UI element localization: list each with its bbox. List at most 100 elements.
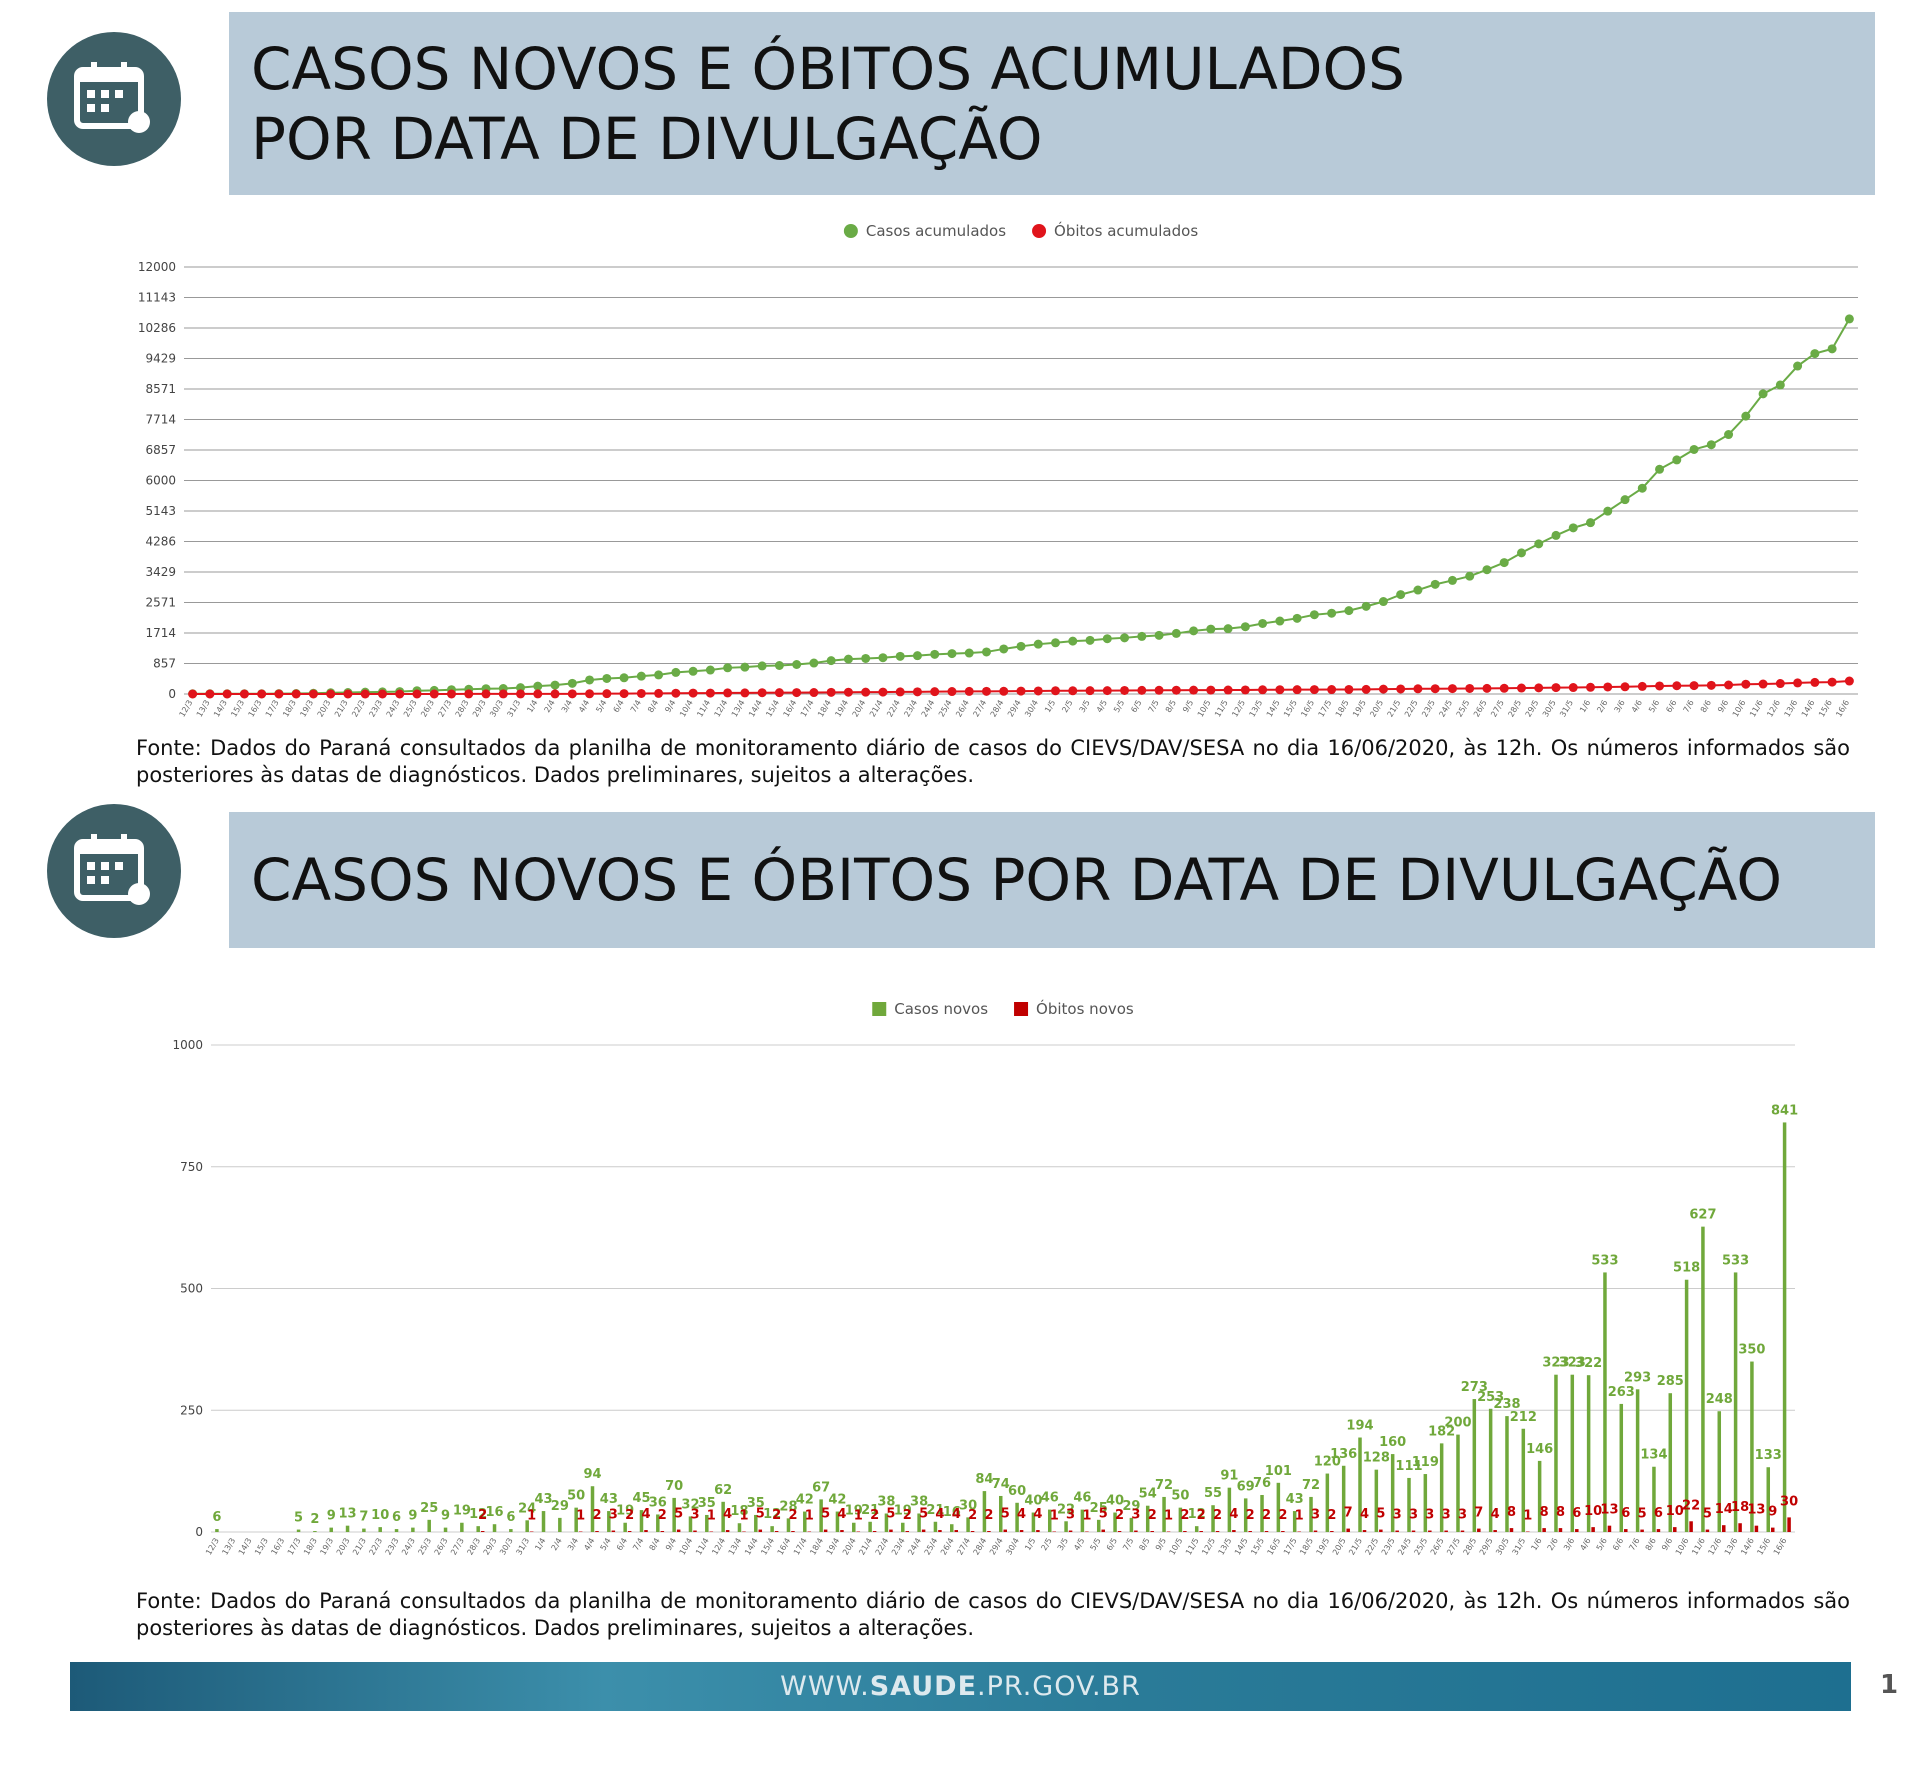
title-line: CASOS NOVOS E ÓBITOS ACUMULADOS bbox=[251, 34, 1405, 103]
bar bbox=[313, 1531, 317, 1532]
bar bbox=[1423, 1474, 1428, 1532]
x-tick-label: 25/5 bbox=[1455, 699, 1472, 719]
y-tick-label: 2571 bbox=[145, 596, 176, 610]
bar bbox=[296, 1529, 301, 1532]
point bbox=[1620, 495, 1630, 505]
value-label: 5 bbox=[1376, 1507, 1385, 1522]
x-tick-label: 9/6 bbox=[1660, 1537, 1674, 1553]
value-label: 4 bbox=[1033, 1507, 1042, 1522]
x-tick-label: 16/3 bbox=[269, 1537, 286, 1557]
value-label: 2 bbox=[1327, 1508, 1336, 1523]
point bbox=[1793, 678, 1803, 688]
x-tick-label: 5/4 bbox=[594, 699, 608, 715]
value-label: 4 bbox=[723, 1507, 732, 1522]
value-label: 273 bbox=[1461, 1380, 1488, 1395]
point bbox=[705, 688, 715, 698]
x-tick-label: 15/6 bbox=[1817, 699, 1834, 719]
x-tick-label: 13/3 bbox=[195, 699, 212, 719]
point bbox=[843, 654, 853, 664]
value-label: 28 bbox=[779, 1499, 797, 1514]
point bbox=[1102, 686, 1112, 696]
value-label: 5 bbox=[821, 1507, 830, 1522]
value-label: 42 bbox=[828, 1493, 846, 1508]
value-label: 2 bbox=[903, 1508, 912, 1523]
x-tick-label: 5/6 bbox=[1595, 1537, 1609, 1553]
point bbox=[671, 667, 681, 677]
bar bbox=[676, 1529, 681, 1532]
x-tick-label: 4/5 bbox=[1072, 1537, 1086, 1553]
x-tick-label: 23/4 bbox=[890, 1537, 907, 1557]
x-tick-label: 14/4 bbox=[747, 699, 764, 719]
bar bbox=[1390, 1454, 1395, 1532]
x-tick-label: 21/3 bbox=[351, 1537, 368, 1557]
value-label: 46 bbox=[1041, 1491, 1059, 1506]
x-tick-label: 3/6 bbox=[1562, 1537, 1576, 1553]
value-label: 2 bbox=[658, 1508, 667, 1523]
bar bbox=[905, 1531, 910, 1532]
bar bbox=[1733, 1272, 1738, 1532]
point bbox=[205, 689, 215, 699]
bar bbox=[1668, 1393, 1673, 1532]
bar bbox=[639, 1510, 644, 1532]
bar bbox=[541, 1511, 546, 1532]
y-tick-label: 9429 bbox=[145, 351, 176, 365]
point bbox=[1568, 683, 1578, 693]
x-tick-label: 19/3 bbox=[298, 699, 315, 719]
bar bbox=[1493, 1530, 1497, 1532]
footer-banner: WWW.SAUDE.PR.GOV.BR bbox=[70, 1662, 1851, 1711]
bar bbox=[1477, 1528, 1481, 1532]
value-label: 1 bbox=[1295, 1509, 1304, 1524]
value-label: 5 bbox=[886, 1507, 895, 1522]
x-tick-label: 13/5 bbox=[1217, 1537, 1234, 1557]
bar bbox=[819, 1499, 823, 1532]
point bbox=[567, 689, 577, 699]
x-tick-label: 11/4 bbox=[695, 699, 712, 719]
x-tick-label: 8/4 bbox=[646, 699, 660, 715]
x-tick-label: 28/3 bbox=[465, 1537, 482, 1557]
bar bbox=[982, 1491, 987, 1532]
bar bbox=[1031, 1512, 1036, 1532]
x-tick-label: 19/3 bbox=[318, 1537, 335, 1557]
calendar-icon bbox=[47, 804, 181, 938]
bar bbox=[1113, 1512, 1117, 1532]
point bbox=[1775, 679, 1785, 689]
value-label: 3 bbox=[690, 1508, 699, 1523]
value-label: 12 bbox=[1188, 1507, 1206, 1522]
bar bbox=[1591, 1527, 1595, 1532]
value-label: 76 bbox=[1253, 1476, 1271, 1491]
bar bbox=[950, 1524, 954, 1532]
value-label: 238 bbox=[1493, 1397, 1520, 1412]
x-tick-label: 15/5 bbox=[1282, 699, 1299, 719]
x-tick-label: 2/4 bbox=[543, 699, 557, 715]
value-label: 69 bbox=[1237, 1479, 1255, 1494]
x-tick-label: 17/4 bbox=[792, 1537, 809, 1557]
value-label: 22 bbox=[1682, 1498, 1700, 1513]
x-tick-label: 21/4 bbox=[868, 699, 885, 719]
bar bbox=[1215, 1531, 1220, 1532]
value-label: 350 bbox=[1738, 1343, 1765, 1358]
bar bbox=[1379, 1529, 1383, 1532]
bar bbox=[868, 1521, 872, 1532]
title-line: CASOS NOVOS E ÓBITOS POR DATA DE DIVULGA… bbox=[251, 846, 1783, 914]
bar bbox=[1276, 1482, 1281, 1532]
value-label: 2 bbox=[592, 1508, 601, 1523]
bar bbox=[509, 1529, 513, 1532]
point bbox=[1258, 618, 1268, 628]
point bbox=[429, 689, 439, 699]
point bbox=[377, 689, 387, 699]
x-tick-label: 6/4 bbox=[615, 1537, 629, 1553]
value-label: 111 bbox=[1395, 1459, 1422, 1474]
x-tick-label: 26/3 bbox=[433, 1537, 450, 1557]
x-tick-label: 23/3 bbox=[384, 1537, 401, 1557]
legend-label: Casos novos bbox=[894, 1000, 988, 1018]
bar bbox=[966, 1517, 970, 1532]
point bbox=[1534, 683, 1544, 693]
x-tick-label: 27/4 bbox=[971, 699, 988, 719]
value-label: 134 bbox=[1640, 1448, 1667, 1463]
x-tick-label: 14/6 bbox=[1739, 1537, 1756, 1557]
x-tick-label: 18/5 bbox=[1298, 1537, 1315, 1557]
value-label: 5 bbox=[674, 1507, 683, 1522]
value-label: 9 bbox=[1768, 1505, 1777, 1520]
point bbox=[1499, 558, 1509, 568]
x-tick-label: 19/4 bbox=[833, 699, 850, 719]
